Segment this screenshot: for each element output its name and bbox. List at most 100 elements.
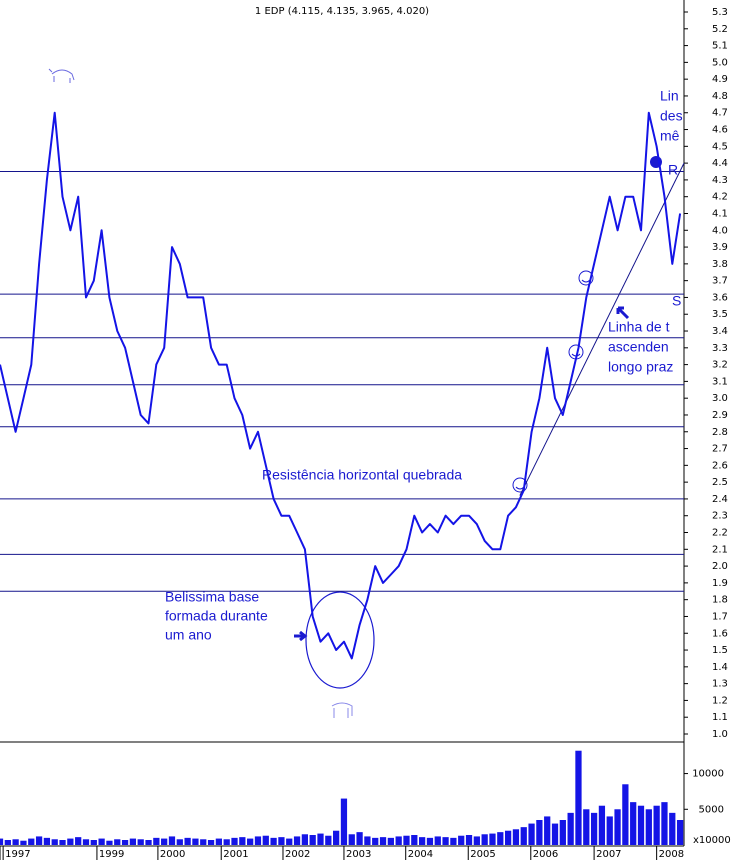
volume-bar — [465, 835, 473, 845]
y-tick-label: 3.0 — [712, 393, 728, 404]
volume-bar — [544, 816, 551, 845]
y-tick-label: 1.7 — [712, 611, 728, 622]
x-tick-label: 2001 — [223, 849, 248, 860]
volume-bar — [168, 836, 176, 845]
y-tick-label: 5.0 — [712, 57, 728, 68]
volume-bar — [0, 838, 4, 845]
volume-bar — [450, 837, 457, 845]
y-tick-label: 4.6 — [712, 125, 728, 136]
annotation: S — [672, 293, 681, 309]
y-tick-label: 4.0 — [712, 225, 728, 236]
volume-bar — [270, 837, 277, 845]
volume-bar — [239, 837, 246, 845]
y-tick-label: 1.6 — [712, 628, 728, 639]
volume-bar — [286, 838, 293, 845]
y-tick-label: 4.5 — [712, 141, 728, 152]
y-tick-label: 2.9 — [712, 410, 728, 421]
volume-bar — [153, 837, 160, 845]
volume-bar — [309, 835, 316, 845]
y-tick-label: 2.7 — [712, 444, 728, 455]
y-tick-label: 2.0 — [712, 561, 728, 572]
volume-bar — [114, 839, 121, 845]
volume-bar — [551, 823, 559, 845]
annotation: Lin — [660, 88, 679, 104]
volume-bar — [481, 834, 488, 845]
y-tick-label: 4.2 — [712, 192, 728, 203]
volume-bar — [254, 836, 262, 845]
y-tick-label: 2.5 — [712, 477, 728, 488]
y-tick-label: 1.0 — [712, 729, 728, 740]
volume-bar — [473, 836, 480, 845]
volume-bar — [215, 838, 223, 845]
volume-bar — [43, 837, 51, 845]
y-tick-label: 4.3 — [712, 175, 728, 186]
y-tick-label: 3.9 — [712, 242, 728, 253]
x-tick-label: 1999 — [99, 849, 124, 860]
volume-bar — [512, 829, 520, 845]
volume-bar — [356, 832, 363, 845]
y-tick-label: 1.5 — [712, 645, 728, 656]
volume-bar — [35, 836, 43, 845]
y-tick-label: 1.4 — [712, 662, 728, 673]
chart-title: 1 EDP (4.115, 4.135, 3.965, 4.020) — [255, 6, 429, 17]
x-tick-label: 2006 — [533, 849, 558, 860]
volume-bar — [622, 784, 629, 845]
y-tick-label: 1.2 — [712, 695, 728, 706]
volume-tick-label: 10000 — [692, 769, 724, 780]
volume-bar — [489, 833, 496, 845]
volume-bar — [145, 840, 152, 845]
volume-bar — [75, 837, 82, 845]
price-line — [0, 111, 682, 660]
volume-bar — [51, 839, 58, 845]
volume-bar — [504, 830, 512, 845]
y-tick-label: 3.1 — [712, 376, 728, 387]
volume-bar — [403, 835, 410, 845]
volume-bar — [606, 816, 613, 845]
y-tick-label: 4.8 — [712, 91, 728, 102]
volume-bar — [200, 839, 207, 845]
volume-bar — [395, 836, 402, 845]
volume-bar — [387, 837, 394, 845]
volume-bar — [333, 830, 340, 845]
volume-bar — [528, 823, 535, 845]
volume-bar — [59, 840, 66, 845]
y-tick-label: 2.4 — [712, 494, 728, 505]
y-tick-label: 3.3 — [712, 343, 728, 354]
annotation: Linha de t — [608, 319, 670, 335]
volume-bar — [192, 838, 199, 845]
volume-unit-label: x10000 — [693, 835, 731, 846]
volume-bar — [82, 839, 90, 845]
volume-bar — [340, 798, 348, 845]
volume-bar — [98, 838, 105, 845]
volume-bar — [614, 809, 621, 845]
annotation: um ano — [165, 627, 212, 643]
y-tick-label: 5.2 — [712, 24, 728, 35]
x-tick-label: 1997 — [5, 849, 30, 860]
arrow-right — [294, 630, 308, 642]
volume-bar — [247, 838, 254, 845]
volume-bar — [207, 840, 215, 845]
annotation: des — [660, 108, 683, 124]
y-tick-label: 3.7 — [712, 276, 728, 287]
volume-bar — [418, 837, 426, 845]
volume-bar — [106, 840, 113, 845]
annotation: Belissima base — [165, 589, 259, 605]
y-tick-label: 2.3 — [712, 511, 728, 522]
volume-bar — [411, 835, 418, 845]
volume-bar — [590, 812, 598, 845]
annotation: mê — [660, 128, 680, 144]
x-tick-label: 2004 — [408, 849, 433, 860]
volume-bar — [278, 837, 285, 845]
volume-bar — [28, 838, 35, 845]
y-tick-label: 4.4 — [712, 158, 728, 169]
x-tick-label: 2008 — [659, 849, 684, 860]
volume-bar — [348, 834, 355, 845]
volume-bar — [567, 812, 574, 845]
volume-bar — [364, 836, 371, 845]
volume-bar — [434, 836, 441, 845]
volume-bar — [90, 840, 97, 845]
volume-bar — [301, 834, 308, 845]
volume-bar — [176, 839, 183, 845]
volume-bar — [223, 839, 230, 845]
